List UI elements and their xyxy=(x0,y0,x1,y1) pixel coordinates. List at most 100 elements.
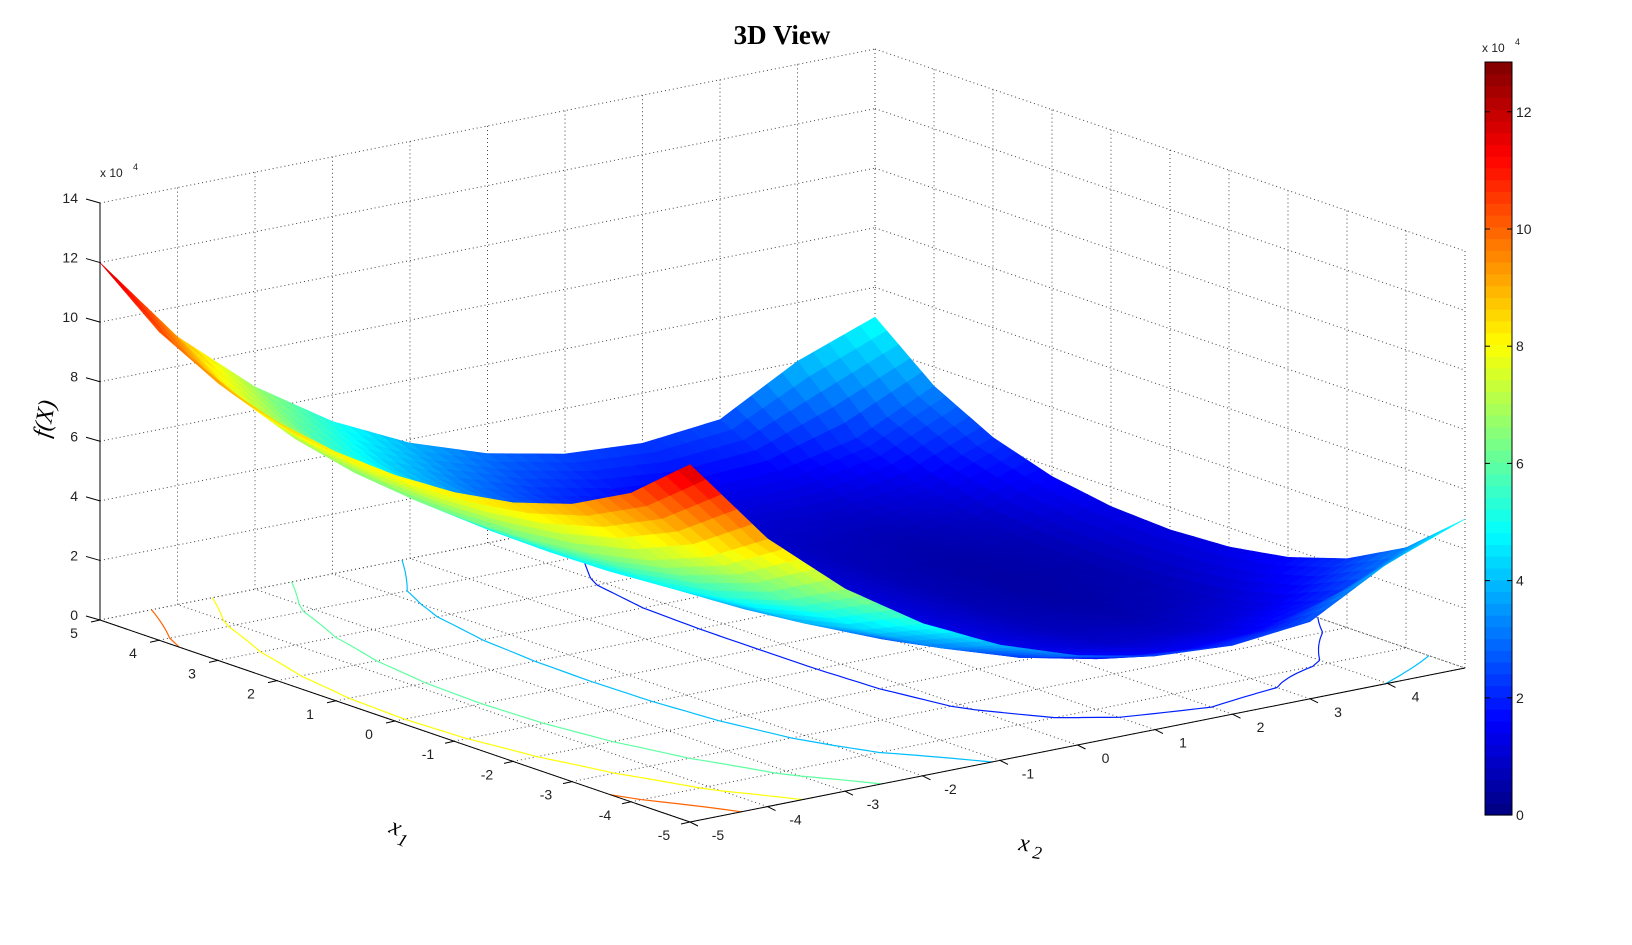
surface-patch xyxy=(138,303,167,332)
x1-axis-label: x 1 xyxy=(385,813,411,851)
colorbar-swatch xyxy=(1485,391,1512,404)
floor-grid-line xyxy=(630,647,1407,803)
surface-patch xyxy=(166,330,194,358)
x2-tick-label: -3 xyxy=(867,796,880,812)
axes: 02468101214-5-4-3-2-1012345-5-4-3-2-1012… xyxy=(62,190,1466,843)
x1-tick-label: -5 xyxy=(658,827,671,843)
contour-line xyxy=(211,597,803,801)
x1-tick-label: 4 xyxy=(129,645,137,661)
colorbar-swatch xyxy=(1485,497,1512,510)
x2-axis-label: x 2 xyxy=(1016,830,1043,863)
colorbar-swatch xyxy=(1485,73,1512,87)
colorbar-swatch xyxy=(1485,109,1512,122)
z-tick xyxy=(85,317,101,323)
colorbar: 0 2 4 6 8 10 12 xyxy=(1484,61,1532,823)
colorbar-swatch xyxy=(1485,473,1512,487)
colorbar-swatch xyxy=(1485,273,1512,287)
colorbar-swatch xyxy=(1485,697,1512,710)
colorbar-swatch xyxy=(1485,132,1512,145)
colorbar-swatch xyxy=(1485,85,1512,98)
z-tick xyxy=(85,436,101,442)
x1-tick-label: -4 xyxy=(599,807,612,823)
surface-patch xyxy=(123,289,152,318)
x2-tick-label: 4 xyxy=(1412,688,1420,704)
x2-tick-label: 0 xyxy=(1102,750,1110,766)
colorbar-exponent-label: x 10 4 xyxy=(1482,37,1520,55)
colorbar-swatch xyxy=(1485,367,1512,381)
colorbar-swatch xyxy=(1485,744,1512,757)
contour-line xyxy=(151,609,742,813)
x1-tick-label: 3 xyxy=(188,665,196,681)
surface-patch xyxy=(111,276,140,305)
colorbar-swatch xyxy=(1485,179,1512,193)
z-tick xyxy=(85,258,101,264)
colorbar-swatch xyxy=(1485,214,1512,228)
z-tick-label: 4 xyxy=(70,488,78,504)
colorbar-swatch xyxy=(1485,567,1512,581)
surface-patch xyxy=(677,464,707,486)
colorbar-swatch xyxy=(1485,344,1512,357)
colorbar-exponent-power: 4 xyxy=(1515,37,1520,47)
x1-tick-label: -2 xyxy=(481,766,494,782)
x2-tick xyxy=(689,821,699,827)
colorbar-tick-label: 10 xyxy=(1516,221,1532,237)
colorbar-swatch xyxy=(1485,779,1512,793)
surface-patch xyxy=(150,317,179,345)
x2-label-sub: 2 xyxy=(1031,842,1043,863)
colorbar-tick-label: 4 xyxy=(1516,573,1524,589)
x2-tick xyxy=(1232,713,1241,719)
z-tick xyxy=(85,198,101,204)
colorbar-swatch xyxy=(1485,226,1512,240)
x2-tick xyxy=(1309,698,1319,704)
colorbar-swatch xyxy=(1485,356,1512,369)
chart-title: 3D View xyxy=(734,20,831,50)
x2-tick xyxy=(922,775,931,781)
colorbar-swatch xyxy=(1485,662,1512,675)
x2-tick-label: -2 xyxy=(944,781,957,797)
x1-tick-label: 5 xyxy=(70,625,78,641)
colorbar-swatch xyxy=(1485,673,1512,687)
z-tick-label: 6 xyxy=(70,428,78,444)
x1-tick-label: -1 xyxy=(422,746,435,762)
z-tick-label: 8 xyxy=(70,369,78,385)
z-exponent-power: 4 xyxy=(133,162,138,172)
x1-tick xyxy=(149,639,160,643)
x1-tick xyxy=(680,821,691,825)
z-tick-label: 10 xyxy=(62,309,78,325)
x2-tick xyxy=(1154,729,1164,735)
colorbar-swatch xyxy=(1485,203,1512,216)
x1-tick xyxy=(267,680,278,684)
x2-tick-label: 2 xyxy=(1257,719,1265,735)
colorbar-swatch xyxy=(1485,120,1512,134)
colorbar-swatch xyxy=(1485,320,1512,334)
colorbar-swatch xyxy=(1485,732,1512,746)
colorbar-swatch xyxy=(1485,556,1512,569)
colorbar-tick-label: 12 xyxy=(1516,104,1532,120)
z-tick-label: 12 xyxy=(62,250,78,266)
x1-tick xyxy=(562,781,573,785)
z-tick-label: 14 xyxy=(62,190,78,206)
colorbar-frame xyxy=(1484,61,1513,816)
colorbar-swatch xyxy=(1485,450,1512,463)
colorbar-swatch xyxy=(1485,767,1512,781)
colorbar-swatch xyxy=(1485,438,1512,451)
colorbar-swatch xyxy=(1485,685,1512,698)
colorbar-swatch xyxy=(1485,250,1512,263)
colorbar-tick-label: 8 xyxy=(1516,338,1524,354)
colorbar-tick-label: 6 xyxy=(1516,455,1524,471)
wall-grid-line xyxy=(99,167,876,323)
floor-grid-line xyxy=(254,588,846,792)
colorbar-swatch xyxy=(1485,309,1512,322)
z-tick xyxy=(85,377,101,383)
x1-tick-label: 1 xyxy=(306,706,314,722)
x1-tick-label: -3 xyxy=(540,787,553,803)
colorbar-swatch xyxy=(1485,791,1512,804)
colorbar-swatch xyxy=(1485,603,1512,616)
colorbar-tick-label: 2 xyxy=(1516,690,1524,706)
contour-line xyxy=(290,581,882,785)
colorbar-swatch xyxy=(1485,262,1512,275)
colorbar-swatch xyxy=(1485,462,1512,475)
colorbar-swatch xyxy=(1485,638,1512,651)
colorbar-swatch xyxy=(1485,379,1512,393)
